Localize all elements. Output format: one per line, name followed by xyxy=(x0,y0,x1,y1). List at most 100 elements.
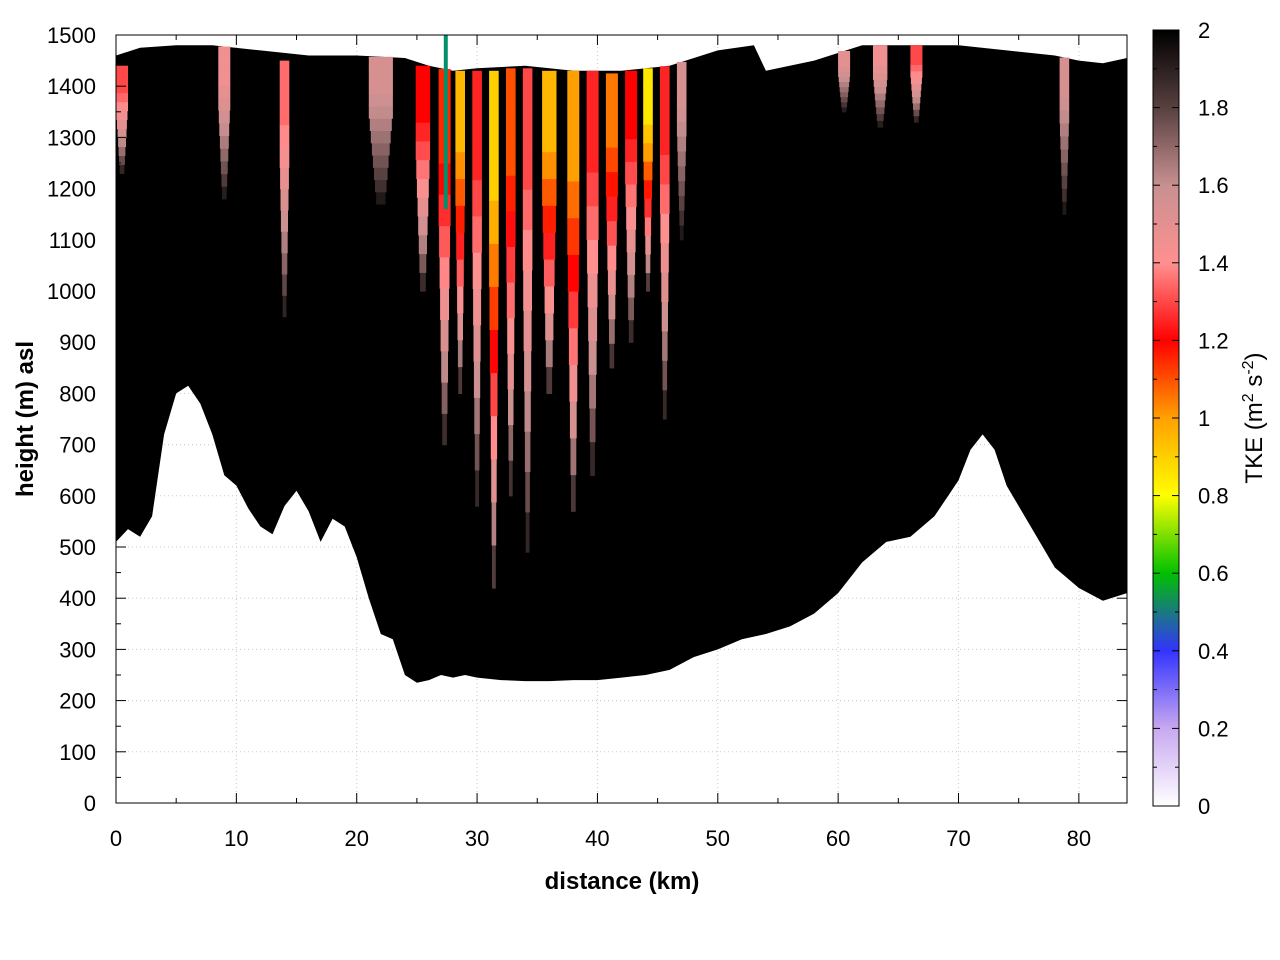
tke-plume-1-cell-0 xyxy=(222,186,227,200)
tke-plume-10-cell-6 xyxy=(523,269,532,311)
tke-plume-20-cell-2 xyxy=(876,106,885,115)
y-axis-label: height (m) asl xyxy=(12,341,39,497)
tke-plume-10-cell-5 xyxy=(523,310,532,352)
tke-plume-17-cell-0 xyxy=(662,389,667,420)
tke-plume-6-cell-2 xyxy=(457,312,463,341)
tke-plume-18-cell-1 xyxy=(679,210,684,226)
tke-plume-1-cell-9 xyxy=(218,71,231,86)
tke-plume-14-cell-1 xyxy=(609,318,615,344)
tke-plume-3-cell-6 xyxy=(369,118,392,131)
tke-plume-7-cell-5 xyxy=(473,288,482,326)
tke-plume-2-cell-10 xyxy=(279,81,290,104)
tke-plume-2-cell-1 xyxy=(282,273,287,296)
tke-plume-14-cell-5 xyxy=(606,220,617,246)
tke-plume-17-cell-8 xyxy=(660,154,670,185)
tke-plume-12-cell-8 xyxy=(567,180,580,219)
tke-plume-21-cell-0 xyxy=(914,115,919,123)
x-tick-label-10: 10 xyxy=(224,826,248,851)
tke-plume-15-cell-11 xyxy=(625,70,638,94)
tke-plume-21 xyxy=(910,45,923,123)
tke-plume-19-cell-7 xyxy=(838,71,851,77)
tke-plume-13-cell-4 xyxy=(588,306,598,342)
colorbar-label-mid: s xyxy=(1241,375,1268,394)
tke-plume-7-cell-8 xyxy=(472,179,482,217)
tke-plume-11-cell-6 xyxy=(542,205,556,233)
tke-plume-0-cell-0 xyxy=(119,164,125,174)
tke-plume-1-cell-5 xyxy=(219,122,230,136)
tke-plume-17-cell-2 xyxy=(662,330,668,361)
tke-plume-1-cell-3 xyxy=(220,148,229,162)
tke-plume-19-cell-6 xyxy=(838,76,850,82)
tke-plume-3-cell-8 xyxy=(368,93,393,107)
cb-tick-label-1.4: 1.4 xyxy=(1198,251,1229,276)
x-tick-label-30: 30 xyxy=(465,826,489,851)
tke-plume-4-cell-9 xyxy=(415,103,431,123)
colorbar-label-end: ) xyxy=(1241,352,1268,360)
tke-plume-2-cell-6 xyxy=(280,167,289,190)
axis-ticks xyxy=(115,34,1127,804)
tke-plume-22-cell-7 xyxy=(1059,109,1070,124)
cb-tick-label-0.4: 0.4 xyxy=(1198,639,1229,664)
tke-plume-4-cell-11 xyxy=(415,65,431,86)
y-tick-label-400: 400 xyxy=(59,586,96,611)
tke-plume-21-cell-1 xyxy=(913,109,920,117)
tke-plume-22-cell-2 xyxy=(1061,175,1068,189)
tke-plume-14-cell-4 xyxy=(607,245,617,271)
tke-plume-11-cell-1 xyxy=(545,339,553,368)
tke-plume-10 xyxy=(522,68,533,553)
tke-plume-4-cell-6 xyxy=(416,159,430,179)
x-tick-label-60: 60 xyxy=(826,826,850,851)
tke-plume-22-cell-6 xyxy=(1060,122,1069,137)
x-tick-label-70: 70 xyxy=(946,826,970,851)
tke-plume-18-cell-7 xyxy=(676,121,687,137)
tke-plume-17-cell-6 xyxy=(660,213,670,244)
tke-plume-12 xyxy=(567,70,580,512)
tke-plume-18-cell-10 xyxy=(676,76,687,93)
tke-plume-15-cell-6 xyxy=(625,183,637,208)
tke-plume-20-cell-6 xyxy=(873,79,887,87)
tke-plume-9-cell-2 xyxy=(508,388,514,426)
cb-tick-label-1.8: 1.8 xyxy=(1198,96,1229,121)
tke-plume-17-cell-11 xyxy=(660,66,670,97)
tke-plume-8-cell-2 xyxy=(491,458,497,503)
tke-plume-14-cell-6 xyxy=(606,196,618,222)
tke-plume-19-cell-5 xyxy=(839,81,850,88)
tke-plume-9 xyxy=(506,68,516,497)
tke-plume-0-cell-2 xyxy=(118,146,126,156)
tke-plume-13-cell-0 xyxy=(590,441,595,476)
tke-plume-7 xyxy=(472,70,482,507)
tke-plume-21-cell-2 xyxy=(913,102,920,110)
tke-plume-13 xyxy=(586,70,599,476)
tke-plume-20-cell-11 xyxy=(873,45,888,53)
tke-plume-7-cell-4 xyxy=(473,324,481,362)
tke-plume-15-cell-1 xyxy=(628,297,634,321)
tke-plume-10-cell-0 xyxy=(525,511,530,553)
tke-plume-15-cell-0 xyxy=(628,319,634,343)
tke-plume-8-cell-10 xyxy=(489,113,499,158)
tke-plume-21-cell-7 xyxy=(910,70,923,78)
tke-plume-22-cell-8 xyxy=(1059,96,1070,111)
tke-plume-0-cell-7 xyxy=(116,101,128,112)
tke-plume-1-cell-2 xyxy=(220,160,228,175)
tke-plume-21-cell-10 xyxy=(910,51,923,59)
tke-plume-3-cell-4 xyxy=(371,142,390,156)
tke-plume-13-cell-3 xyxy=(588,340,597,375)
tke-plume-9-cell-9 xyxy=(506,139,516,176)
tke-plume-1-cell-7 xyxy=(218,97,231,111)
y-tick-label-1100: 1100 xyxy=(49,228,96,253)
tke-plume-18-cell-3 xyxy=(678,180,685,196)
tke-plume-0-cell-8 xyxy=(116,92,128,103)
tke-plume-12-cell-7 xyxy=(567,217,580,255)
tke-plume-3-cell-1 xyxy=(375,179,387,193)
tke-plume-3-cell-3 xyxy=(372,154,389,168)
tke-plume-19-cell-11 xyxy=(838,51,851,57)
tke-plume-3-cell-2 xyxy=(374,167,388,181)
tke-plume-16-cell-5 xyxy=(644,179,652,199)
tke-plume-18-cell-8 xyxy=(676,106,687,122)
tke-plume-6-cell-11 xyxy=(455,70,465,99)
tke-plume-16-cell-1 xyxy=(645,253,651,274)
tke-plume-11-cell-4 xyxy=(543,259,555,287)
tke-plume-13-cell-9 xyxy=(586,138,599,173)
tke-plume-8-cell-11 xyxy=(489,70,499,115)
